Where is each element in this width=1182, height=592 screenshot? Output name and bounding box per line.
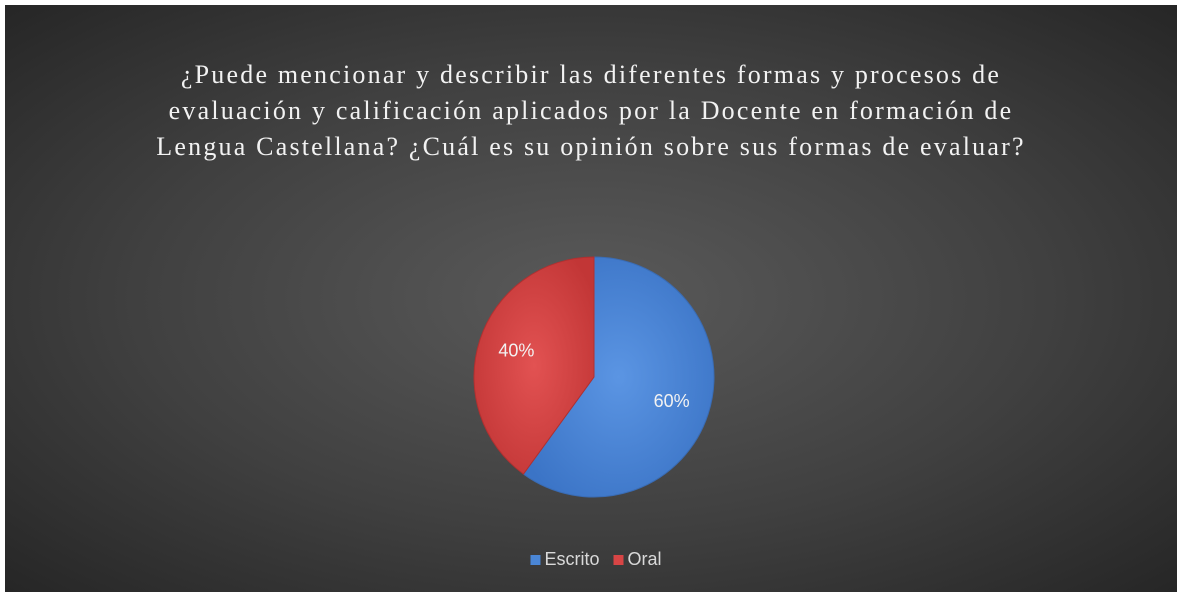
pie-slice	[473, 256, 595, 475]
legend-swatch	[613, 555, 624, 565]
data-label: 60%	[654, 391, 690, 411]
legend-swatch	[530, 555, 541, 565]
pie-slice	[522, 256, 715, 498]
chart-area: ¿Puede mencionar y describir las diferen…	[5, 5, 1177, 592]
chart-title: ¿Puede mencionar y describir las diferen…	[156, 60, 1026, 161]
legend-label: Escrito	[544, 549, 599, 569]
chart: 60% 40% Escrito Oral	[473, 256, 715, 569]
legend-label: Oral	[628, 549, 662, 569]
data-label: 40%	[498, 341, 534, 361]
